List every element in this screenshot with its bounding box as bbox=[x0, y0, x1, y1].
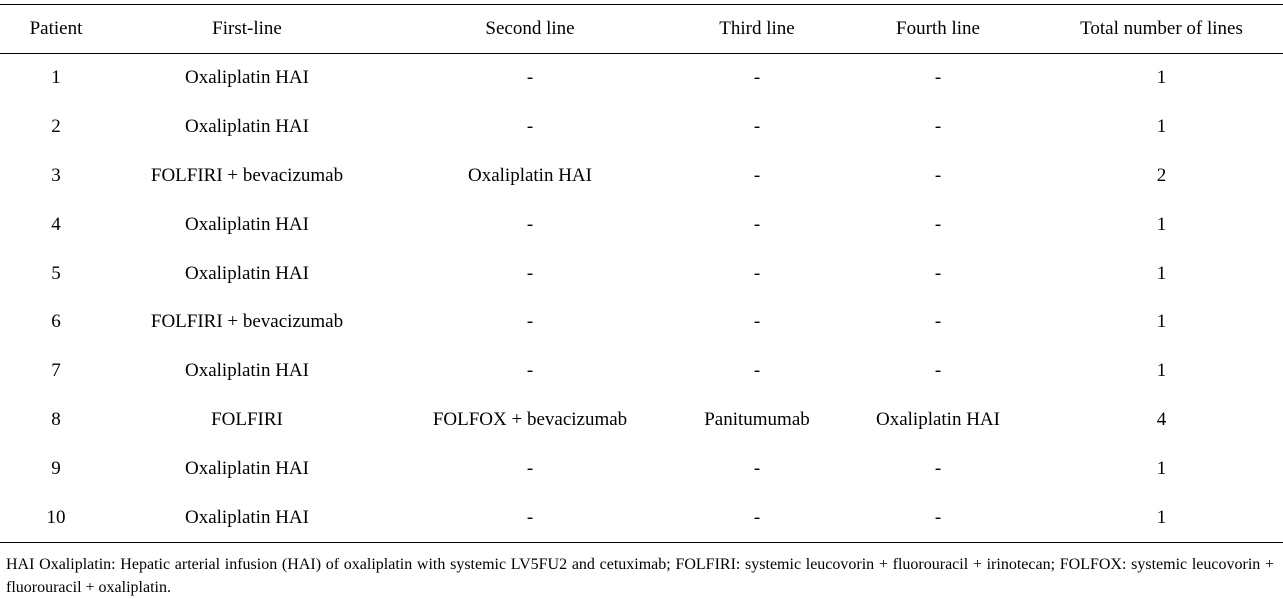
header-cell: First-line bbox=[212, 18, 282, 39]
table-cell: - bbox=[934, 116, 942, 138]
table-row: 10 Oxaliplatin HAI - - - 1 bbox=[0, 493, 1283, 543]
table-row: 1 Oxaliplatin HAI - - - 1 bbox=[0, 54, 1283, 103]
table-cell: - bbox=[526, 213, 534, 235]
header-cell: Third line bbox=[719, 18, 795, 39]
table-cell: 3 bbox=[51, 164, 61, 186]
table-cell: 1 bbox=[1156, 506, 1167, 528]
header-cell: Fourth line bbox=[896, 18, 980, 39]
table-cell: - bbox=[526, 262, 534, 284]
table-row: 8 FOLFIRI FOLFOX + bevacizumab Panitumumab O… bbox=[0, 396, 1283, 445]
table-cell: 7 bbox=[51, 360, 61, 382]
table-cell: - bbox=[934, 506, 942, 528]
table-cell: - bbox=[934, 213, 942, 235]
table-cell: - bbox=[526, 457, 534, 479]
table-cell: 2 bbox=[51, 116, 61, 138]
table-cell: Panitumumab bbox=[704, 408, 810, 430]
table-cell: - bbox=[753, 311, 761, 333]
table-cell: Oxaliplatin HAI bbox=[184, 262, 309, 284]
table-cell: 1 bbox=[51, 67, 61, 89]
table-cell: - bbox=[526, 311, 534, 333]
table-cell: FOLFIRI + bevacizumab bbox=[150, 164, 344, 186]
table-cell: Oxaliplatin HAI bbox=[184, 67, 309, 89]
table-cell: Oxaliplatin HAI bbox=[875, 408, 1000, 430]
table-cell: Oxaliplatin HAI bbox=[184, 116, 309, 138]
table-cell: - bbox=[934, 457, 942, 479]
table-cell: - bbox=[526, 67, 534, 89]
table-row: 5 Oxaliplatin HAI - - - 1 bbox=[0, 249, 1283, 298]
table-cell: - bbox=[934, 360, 942, 382]
table-cell: 1 bbox=[1156, 311, 1167, 333]
table-cell: 10 bbox=[46, 506, 66, 528]
table-row: 7 Oxaliplatin HAI - - - 1 bbox=[0, 347, 1283, 396]
table-cell: Oxaliplatin HAI bbox=[184, 457, 309, 479]
table-cell: Oxaliplatin HAI bbox=[184, 213, 309, 235]
table-cell: - bbox=[934, 262, 942, 284]
table-cell: 9 bbox=[51, 457, 61, 479]
table-cell: - bbox=[753, 360, 761, 382]
table-cell: 1 bbox=[1156, 116, 1167, 138]
header-cell: Patient bbox=[29, 18, 83, 39]
table-cell: - bbox=[526, 360, 534, 382]
table-cell: 4 bbox=[51, 213, 61, 235]
table-cell: - bbox=[753, 67, 761, 89]
table-cell: - bbox=[526, 506, 534, 528]
table-cell: - bbox=[526, 116, 534, 138]
table-cell: - bbox=[753, 164, 761, 186]
table-cell: - bbox=[753, 262, 761, 284]
table-cell: - bbox=[753, 457, 761, 479]
table-row: 9 Oxaliplatin HAI - - - 1 bbox=[0, 444, 1283, 493]
header-cell: Second line bbox=[485, 18, 575, 39]
table-row: 3 FOLFIRI + bevacizumab Oxaliplatin HAI - - 2 bbox=[0, 152, 1283, 201]
table-cell: - bbox=[753, 116, 761, 138]
data-table: Patient First-line Second line Third line Fo… bbox=[0, 4, 1283, 543]
table-cell: 5 bbox=[51, 262, 61, 284]
table-cell: - bbox=[753, 506, 761, 528]
table-cell: FOLFIRI + bevacizumab bbox=[150, 311, 344, 333]
table-header: Patient First-line Second line Third line Fo… bbox=[0, 4, 1283, 54]
footnote: HAI Oxaliplatin: Hepatic arterial infusi… bbox=[6, 556, 1274, 596]
table-cell: 4 bbox=[1156, 408, 1167, 430]
table-cell: Oxaliplatin HAI bbox=[184, 360, 309, 382]
table-row: 6 FOLFIRI + bevacizumab - - - 1 bbox=[0, 298, 1283, 347]
table-cell: - bbox=[934, 164, 942, 186]
header-row: Patient First-line Second line Third line Fo… bbox=[0, 4, 1283, 54]
table-cell: 1 bbox=[1156, 457, 1167, 479]
table-cell: 1 bbox=[1156, 262, 1167, 284]
table-cell: 8 bbox=[51, 408, 61, 430]
table-cell: Oxaliplatin HAI bbox=[184, 506, 309, 528]
table-row: 4 Oxaliplatin HAI - - - 1 bbox=[0, 200, 1283, 249]
table-cell: 1 bbox=[1156, 360, 1167, 382]
table-row: 2 Oxaliplatin HAI - - - 1 bbox=[0, 103, 1283, 152]
table-cell: 6 bbox=[51, 311, 61, 333]
table-cell: Oxaliplatin HAI bbox=[467, 164, 592, 186]
header-cell: Total number of lines bbox=[1080, 18, 1243, 39]
table-cell: 2 bbox=[1156, 164, 1167, 186]
table-cell: 1 bbox=[1156, 213, 1167, 235]
table-body: 1 Oxaliplatin HAI - - -1 2 Oxaliplatin HAI - - -1… bbox=[0, 54, 1283, 543]
table-cell: FOLFIRI bbox=[211, 408, 283, 430]
table-cell: - bbox=[934, 67, 942, 89]
table-cell: 1 bbox=[1156, 67, 1167, 89]
table-cell: - bbox=[934, 311, 942, 333]
table-cell: - bbox=[753, 213, 761, 235]
table-cell: FOLFOX + bevacizumab bbox=[432, 408, 628, 430]
